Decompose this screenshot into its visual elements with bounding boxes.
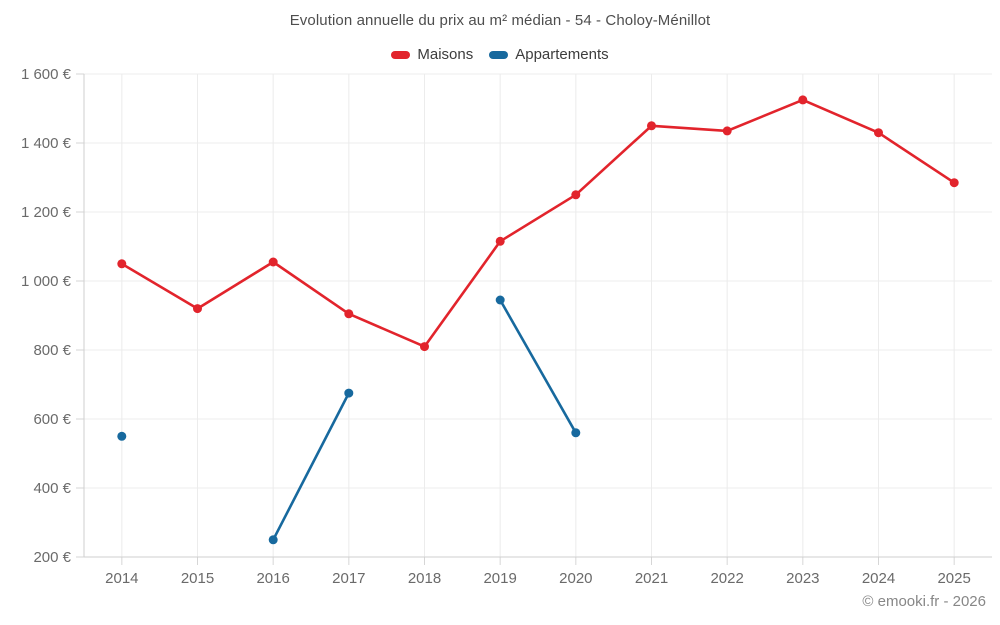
x-axis-label-2014: 2014 [105,570,138,587]
point-maisons-2017[interactable] [344,309,354,319]
point-maisons-2022[interactable] [722,126,732,136]
y-axis-label-1600: 1 600 € [21,66,72,83]
x-axis-label-2025: 2025 [937,570,970,587]
point-maisons-2019[interactable] [495,236,505,246]
point-appartements-2016[interactable] [268,535,278,545]
maisons-series-swatch-icon [391,50,411,59]
x-axis-label-2020: 2020 [559,570,592,587]
y-axis-label-600: 600 € [33,411,71,428]
axis-labels: 2014 2015 2016 2017 2018 2019 2020 2021 2022 2023… [21,66,971,587]
y-axis-label-400: 400 € [33,480,71,497]
y-axis-label-1200: 1 200 € [21,204,72,221]
series-line-maisons [120,98,956,348]
chart-legend: Maisons Appartements [0,46,1000,63]
x-axis-label-2023: 2023 [786,570,819,587]
x-axis-label-2019: 2019 [483,570,516,587]
legend-label-maisons: Maisons [417,46,474,63]
series-line-appartements [271,298,578,542]
point-maisons-2021[interactable] [647,121,656,131]
legend-item-appartements[interactable]: Appartements [489,46,609,63]
legend-label-appartements: Appartements [515,46,609,63]
series-points [117,95,959,545]
point-appartements-2017[interactable] [344,388,354,398]
x-axis-label-2021: 2021 [635,570,668,587]
x-axis-label-2017: 2017 [332,570,365,587]
x-axis-label-2015: 2015 [181,570,214,587]
y-axis-label-1000: 1 000 € [21,273,72,290]
point-maisons-2020[interactable] [571,190,581,200]
axes [76,73,992,565]
point-appartements-2020[interactable] [571,428,581,438]
y-axis-label-1400: 1 400 € [21,135,72,152]
x-axis-label-2016: 2016 [256,570,289,587]
copyright-text: © emooki.fr - 2026 [862,593,986,610]
y-axis-label-800: 800 € [33,342,71,359]
point-appartements-2019[interactable] [495,295,505,305]
chart-title: Evolution annuelle du prix au m² médian … [289,12,711,29]
x-axis-label-2024: 2024 [862,570,895,587]
point-maisons-2016[interactable] [268,257,278,267]
point-appartements-2014[interactable] [117,431,127,441]
point-maisons-2015[interactable] [193,304,202,314]
point-maisons-2024[interactable] [874,128,883,138]
point-maisons-2018[interactable] [420,342,429,352]
series-lines [120,98,956,542]
point-maisons-2023[interactable] [798,95,808,105]
gridlines [84,73,992,558]
point-maisons-2025[interactable] [949,178,959,188]
y-axis-label-200: 200 € [33,549,71,566]
point-maisons-2014[interactable] [117,259,127,269]
x-axis-label-2018: 2018 [408,570,441,587]
x-axis-label-2022: 2022 [710,570,743,587]
appartements-series-swatch-icon [489,50,509,59]
legend-item-maisons[interactable]: Maisons [391,46,473,63]
